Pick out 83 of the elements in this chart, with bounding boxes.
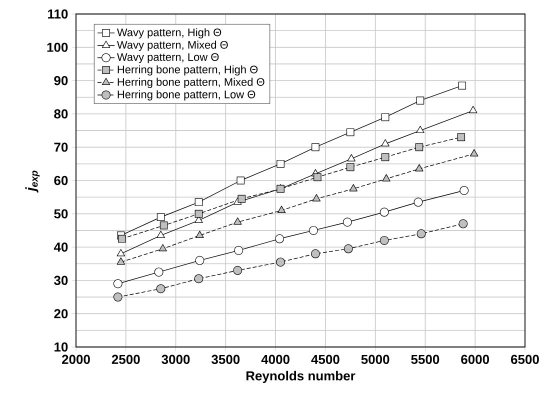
point	[160, 222, 168, 230]
point	[380, 236, 389, 245]
point	[349, 184, 358, 192]
point	[156, 213, 165, 222]
point	[116, 249, 126, 256]
point	[381, 139, 390, 146]
y-tick-label: 80	[54, 109, 68, 118]
x-tick-label: 6000	[461, 354, 490, 364]
point	[308, 226, 318, 235]
point	[194, 274, 204, 284]
legend-label: Herring bone pattern, Low Θ	[118, 90, 256, 100]
point	[347, 154, 356, 162]
y-tick-label: 100	[47, 42, 68, 52]
y-axis-title: j$_{exp}$	[25, 170, 40, 193]
point	[233, 266, 242, 275]
x-axis-title: Reynolds number	[246, 370, 356, 384]
y-tick-label: 20	[54, 309, 68, 318]
point	[470, 149, 478, 156]
point	[382, 174, 390, 182]
y-tick-label: 30	[54, 276, 68, 286]
x-tick-label: 2000	[62, 354, 90, 364]
point	[196, 230, 204, 238]
point	[158, 244, 167, 252]
point	[460, 186, 469, 195]
point	[416, 96, 424, 104]
point	[194, 198, 203, 206]
point	[312, 194, 321, 202]
y-tick-label: 90	[54, 76, 68, 86]
x-tick-label: 5000	[361, 354, 390, 364]
x-tick-label: 4000	[261, 354, 290, 364]
point	[380, 208, 389, 217]
point	[276, 160, 284, 168]
point	[154, 268, 164, 277]
point	[234, 217, 242, 225]
point	[234, 246, 244, 255]
point	[381, 153, 390, 162]
x-tick-label: 4500	[311, 354, 340, 364]
y-tick-label: 110	[48, 9, 68, 19]
point	[457, 133, 466, 142]
point	[310, 249, 320, 258]
point	[118, 234, 126, 243]
x-tick-label: 6500	[511, 354, 539, 364]
point	[156, 284, 166, 294]
point	[416, 229, 426, 238]
point	[346, 163, 354, 172]
y-tick-label: 10	[54, 342, 68, 352]
point	[469, 106, 478, 114]
point	[238, 194, 246, 203]
point	[113, 292, 122, 302]
point	[116, 257, 126, 265]
point	[458, 82, 466, 90]
point	[414, 198, 423, 207]
x-tick-label: 3500	[212, 354, 240, 364]
legend-label: Wavy pattern, Low Θ	[116, 53, 219, 64]
point	[275, 234, 284, 244]
point	[276, 258, 286, 267]
y-tick-label: 50	[54, 209, 68, 218]
legend-label: Herring bone pattern, High Θ	[118, 65, 258, 76]
point	[195, 256, 204, 265]
legend-label: Herring bone pattern, Mixed Θ	[118, 78, 264, 88]
point	[342, 218, 352, 227]
legend-label: Wavy pattern, Mixed Θ	[116, 40, 228, 51]
point	[236, 176, 245, 184]
point	[312, 143, 320, 152]
point	[314, 173, 322, 182]
point	[416, 126, 424, 134]
point	[344, 244, 353, 254]
y-tick-label: 70	[54, 142, 68, 152]
x-tick-label: 3000	[162, 354, 190, 364]
y-tick-label: 60	[54, 176, 68, 186]
x-tick-label: 5500	[411, 354, 440, 364]
point	[113, 279, 122, 288]
point	[346, 128, 354, 136]
point	[415, 164, 424, 172]
point	[415, 143, 424, 152]
point	[156, 230, 165, 238]
point	[381, 113, 390, 122]
point	[458, 219, 468, 228]
y-tick-label: 40	[54, 242, 68, 252]
x-tick-label: 2500	[112, 354, 140, 364]
legend-label: Wavy pattern, High Θ	[116, 28, 222, 38]
point	[277, 206, 286, 213]
point	[194, 210, 203, 218]
